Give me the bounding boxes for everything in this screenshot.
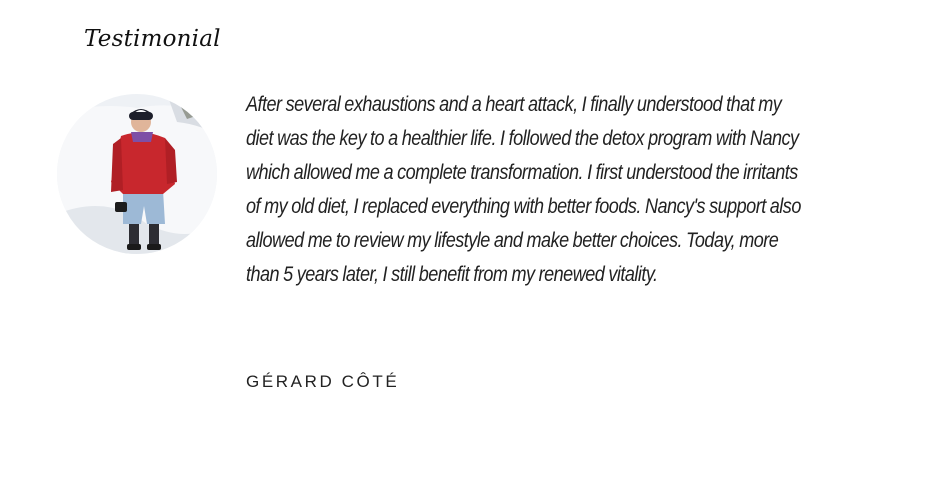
testimonial-quote: After several exhaustions and a heart at… <box>246 93 801 286</box>
testimonial-label: Testimonial <box>84 26 221 52</box>
testimonial-author: GÉRARD CÔTÉ <box>246 372 400 391</box>
author-photo <box>57 94 217 254</box>
